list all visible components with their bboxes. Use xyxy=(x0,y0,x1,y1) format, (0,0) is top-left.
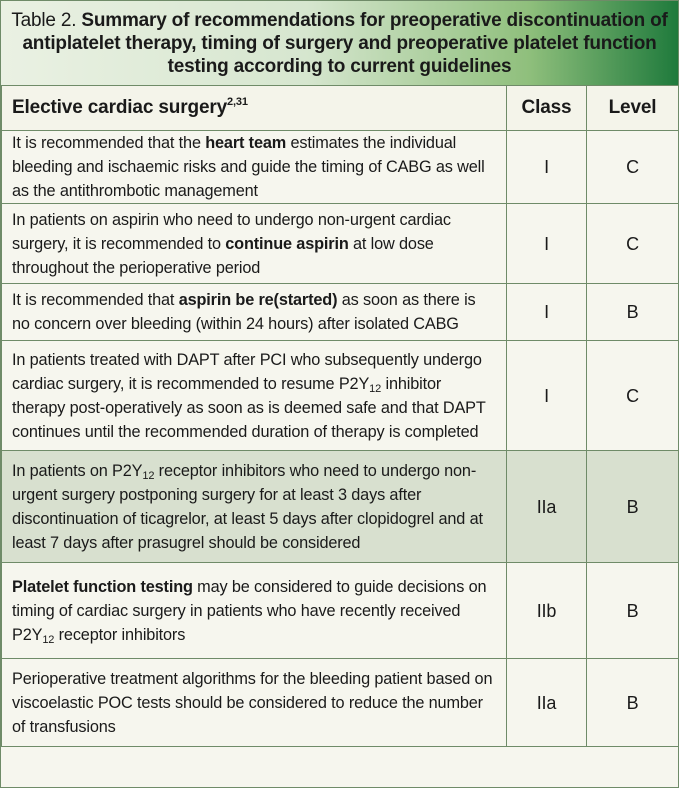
class-cell: I xyxy=(506,130,587,204)
class-cell: IIb xyxy=(506,562,587,659)
table-title-bar: Table 2. Summary of recommendations for … xyxy=(1,1,678,86)
level-cell: B xyxy=(586,283,679,341)
text-segment: receptor inhibitors xyxy=(54,625,186,644)
subscript: 12 xyxy=(42,633,55,646)
text-segment: estimates the individual bleeding and is… xyxy=(12,134,485,200)
class-cell: IIa xyxy=(506,450,587,563)
table-row: In patients treated with DAPT after PCI … xyxy=(1,340,679,451)
table-header-row: Elective cardiac surgery2,31 Class Level xyxy=(1,85,679,131)
subscript: 12 xyxy=(142,469,155,482)
text-segment: In patients treated with DAPT after PCI … xyxy=(12,350,482,393)
table-row: Perioperative treatment algorithms for t… xyxy=(1,658,679,747)
text-segment: Perioperative treatment algorithms for t… xyxy=(12,669,493,736)
level-cell: C xyxy=(586,130,679,204)
text-emphasis: aspirin be re(started) xyxy=(178,291,338,309)
header-col1-label: Elective cardiac surgery xyxy=(12,97,228,118)
text-segment: inhibitor therapy post-operatively as so… xyxy=(12,374,486,441)
level-cell: B xyxy=(586,450,679,563)
recommendation-text: It is recommended that the heart team es… xyxy=(1,130,507,204)
class-cell: I xyxy=(506,283,587,341)
text-emphasis: heart team xyxy=(205,134,287,152)
recommendation-text: In patients on aspirin who need to under… xyxy=(1,203,507,284)
level-cell: C xyxy=(586,340,679,451)
table-row-highlighted: In patients on P2Y12 receptor inhibitors… xyxy=(1,450,679,563)
level-cell: C xyxy=(586,203,679,284)
recommendation-text: It is recommended that aspirin be re(sta… xyxy=(1,283,507,341)
text-segment: In patients on P2Y xyxy=(12,461,143,480)
recommendation-text: In patients on P2Y12 receptor inhibitors… xyxy=(1,450,507,563)
table-caption: Summary of recommendations for preoperat… xyxy=(22,10,668,77)
recommendation-text: Perioperative treatment algorithms for t… xyxy=(1,658,507,747)
class-cell: I xyxy=(506,203,587,284)
text-segment: may be considered to guide decisions on … xyxy=(12,577,487,644)
header-level: Level xyxy=(586,85,679,131)
text-segment: as soon as there is no concern over blee… xyxy=(12,291,476,333)
header-class: Class xyxy=(506,85,587,131)
text-emphasis: Platelet function testing xyxy=(12,577,193,596)
table-number: Table 2. xyxy=(11,10,82,31)
level-cell: B xyxy=(586,562,679,659)
subscript: 12 xyxy=(369,382,382,395)
table-title: Table 2. Summary of recommendations for … xyxy=(9,9,670,78)
text-segment: receptor inhibitors who need to undergo … xyxy=(12,461,483,552)
table-row: It is recommended that the heart team es… xyxy=(1,130,679,204)
level-cell: B xyxy=(586,658,679,747)
text-segment: at low dose throughout the perioperative… xyxy=(12,234,434,277)
text-segment: It is recommended that the xyxy=(12,134,206,152)
table-row: Platelet function testing may be conside… xyxy=(1,562,679,659)
class-cell: I xyxy=(506,340,587,451)
text-segment: In patients on aspirin who need to under… xyxy=(12,210,451,253)
header-references: 2,31 xyxy=(227,96,248,108)
recommendations-table: Elective cardiac surgery2,31 Class Level… xyxy=(1,85,679,747)
header-elective-cardiac-surgery: Elective cardiac surgery2,31 xyxy=(1,85,507,131)
table-row: It is recommended that aspirin be re(sta… xyxy=(1,283,679,341)
recommendation-text: In patients treated with DAPT after PCI … xyxy=(1,340,507,451)
table-row: In patients on aspirin who need to under… xyxy=(1,203,679,284)
text-segment: It is recommended that xyxy=(12,291,179,309)
class-cell: IIa xyxy=(506,658,587,747)
text-emphasis: continue aspirin xyxy=(225,234,349,253)
recommendation-text: Platelet function testing may be conside… xyxy=(1,562,507,659)
